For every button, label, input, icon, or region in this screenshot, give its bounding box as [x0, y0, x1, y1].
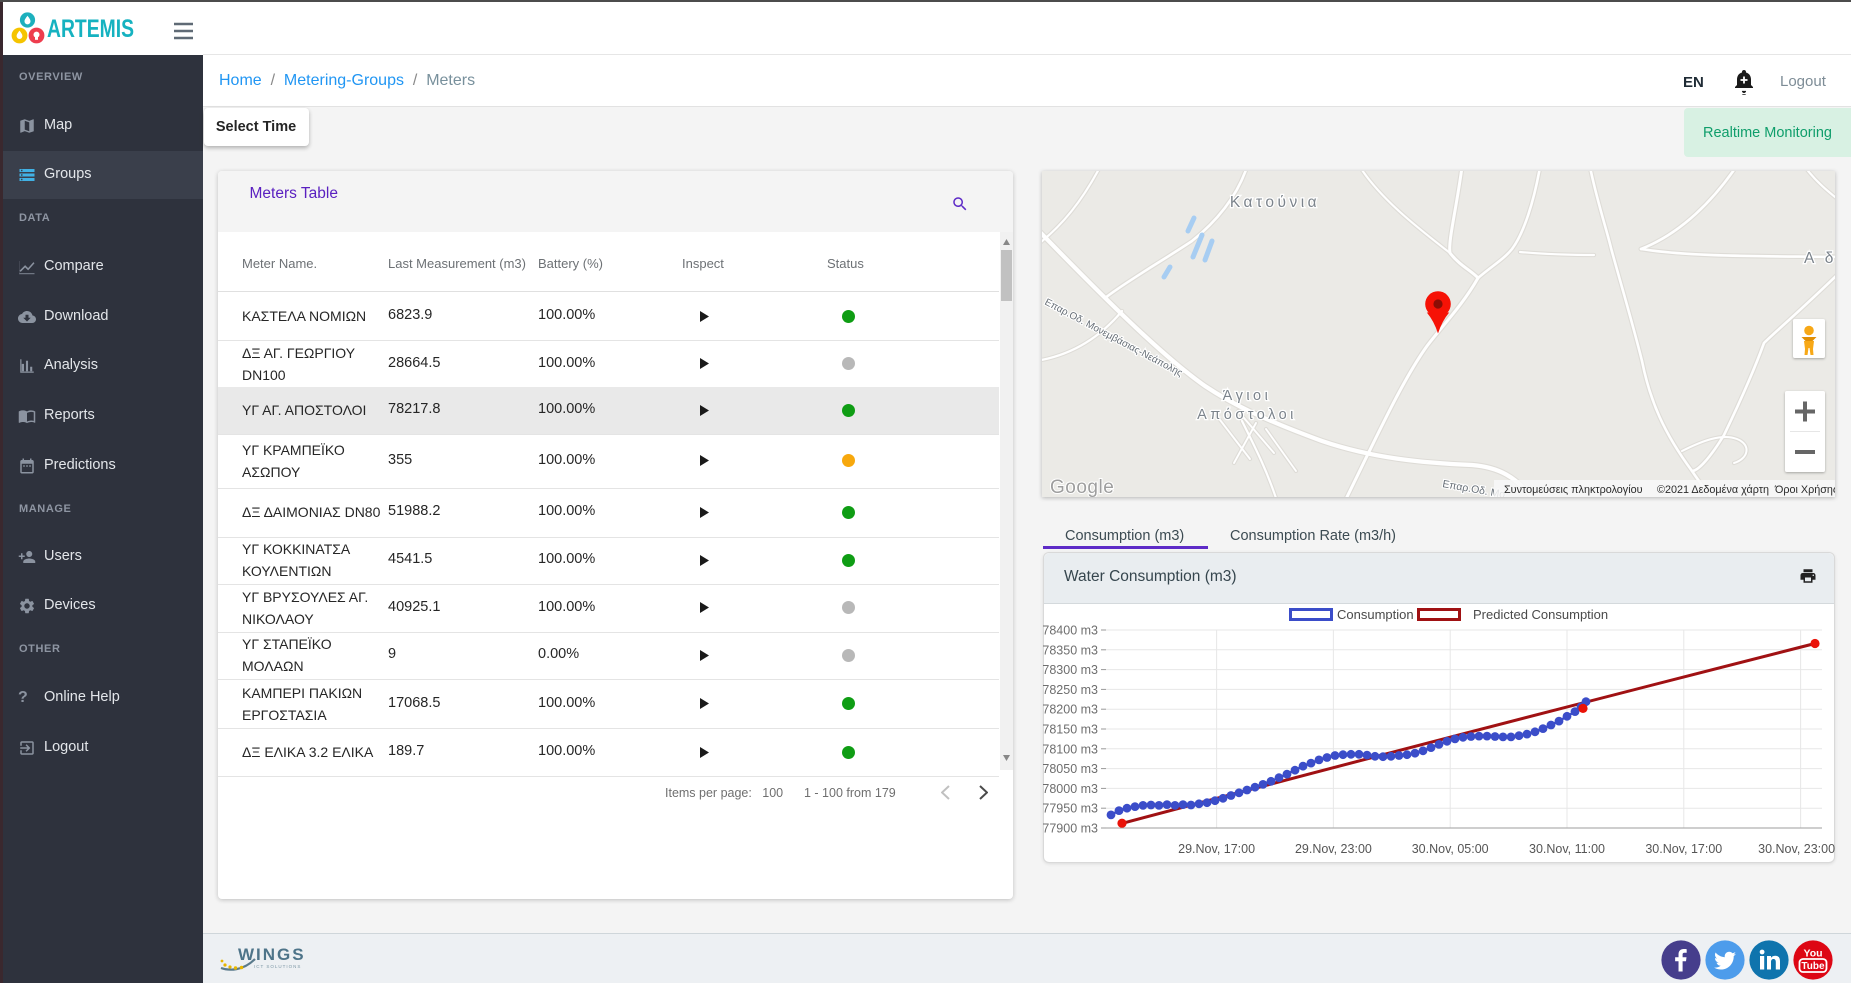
svg-text:30.Nov, 05:00: 30.Nov, 05:00: [1412, 842, 1489, 856]
svg-text:29.Nov, 23:00: 29.Nov, 23:00: [1295, 842, 1372, 856]
svg-text:You: You: [1803, 948, 1822, 960]
svg-text:Α δ: Α δ: [1804, 250, 1835, 267]
svg-text:30.Nov, 17:00: 30.Nov, 17:00: [1645, 842, 1722, 856]
svg-text:77900 m3: 77900 m3: [1042, 822, 1098, 836]
svg-text:Απόστολοι: Απόστολοι: [1197, 407, 1297, 423]
svg-text:78050 m3: 78050 m3: [1042, 762, 1098, 776]
svg-text:WINGS: WINGS: [238, 945, 306, 964]
svg-text:78350 m3: 78350 m3: [1042, 643, 1098, 657]
svg-text:78300 m3: 78300 m3: [1042, 663, 1098, 677]
svg-text:©2021 Δεδομένα χάρτη: ©2021 Δεδομένα χάρτη: [1657, 484, 1769, 496]
svg-text:78200 m3: 78200 m3: [1042, 703, 1098, 717]
svg-text:Άγιοι: Άγιοι: [1223, 388, 1272, 404]
svg-text:78250 m3: 78250 m3: [1042, 683, 1098, 697]
svg-text:78150 m3: 78150 m3: [1042, 723, 1098, 737]
svg-text:ICT SOLUTIONS: ICT SOLUTIONS: [254, 964, 301, 969]
svg-text:Google: Google: [1050, 477, 1114, 497]
svg-text:30.Nov, 11:00: 30.Nov, 11:00: [1529, 842, 1605, 856]
svg-text:Όροι Χρήσης: Όροι Χρήσης: [1774, 484, 1835, 496]
svg-text:ARTEMIS: ARTEMIS: [47, 15, 134, 43]
svg-text:77950 m3: 77950 m3: [1042, 802, 1098, 816]
svg-text:78000 m3: 78000 m3: [1042, 782, 1098, 796]
svg-text:Tube: Tube: [1801, 961, 1825, 972]
svg-text:Συντομεύσεις πληκτρολογίου: Συντομεύσεις πληκτρολογίου: [1504, 484, 1643, 496]
svg-text:78100 m3: 78100 m3: [1042, 742, 1098, 756]
svg-text:29.Nov, 17:00: 29.Nov, 17:00: [1178, 842, 1255, 856]
svg-text:Κατούνια: Κατούνια: [1230, 194, 1320, 211]
svg-text:30.Nov, 23:00: 30.Nov, 23:00: [1758, 842, 1835, 856]
svg-text:78400 m3: 78400 m3: [1042, 624, 1098, 638]
